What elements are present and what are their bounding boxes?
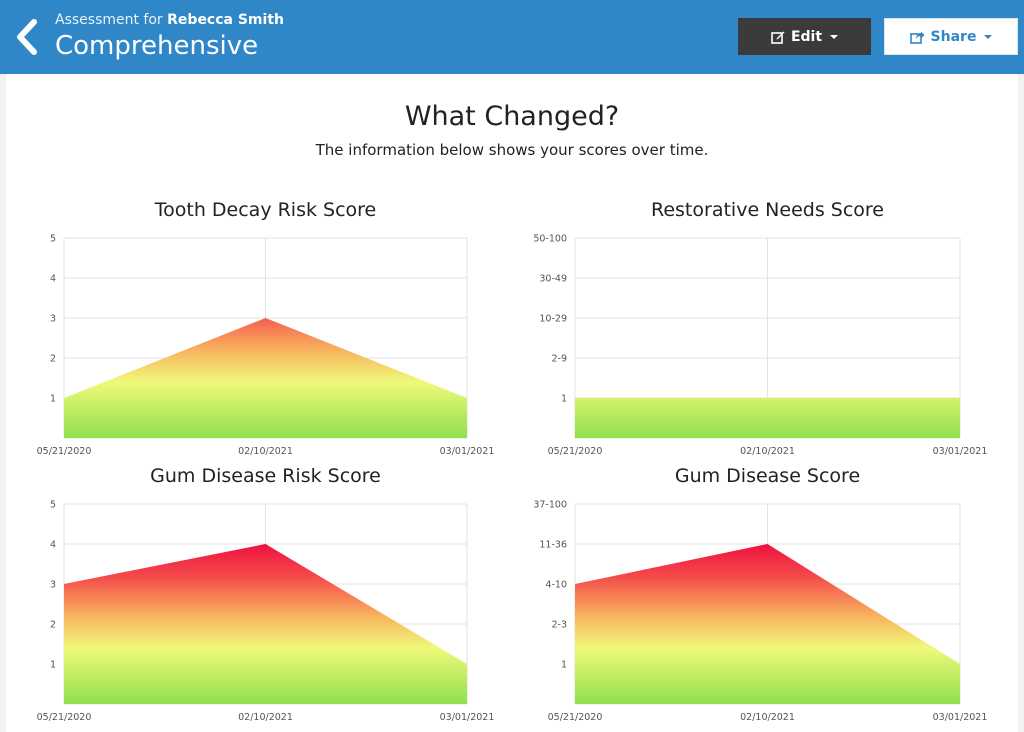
what-changed-heading: What Changed? xyxy=(404,101,620,132)
x-tick-label: 03/01/2021 xyxy=(933,712,988,723)
page-title: Comprehensive xyxy=(55,31,259,61)
x-tick-label: 03/01/2021 xyxy=(440,712,495,723)
back-button[interactable] xyxy=(12,16,42,58)
edit-label: Edit xyxy=(790,28,823,45)
y-tick-label: 1 xyxy=(50,394,56,405)
patient-name: Rebecca Smith xyxy=(167,12,284,28)
y-tick-label: 2 xyxy=(50,354,56,365)
y-tick-label: 3 xyxy=(50,580,56,591)
x-tick-label: 02/10/2021 xyxy=(740,446,795,457)
x-tick-label: 05/21/2020 xyxy=(548,712,603,723)
chart-gum-disease-risk: 1 2 3 4 5 05/21/2020 02/10/2021 03/01/2021 xyxy=(37,500,495,724)
left-gutter xyxy=(0,74,6,732)
caret-down-icon xyxy=(830,34,839,39)
area-series xyxy=(575,398,960,438)
y-tick-label: 5 xyxy=(50,500,56,511)
y-tick-label: 1 xyxy=(50,660,56,671)
y-tick-label: 30-49 xyxy=(539,274,567,285)
subtitle-prefix: Assessment for xyxy=(55,12,163,28)
edit-icon xyxy=(771,31,785,44)
y-tick-label: 4-10 xyxy=(545,580,567,591)
x-tick-label: 03/01/2021 xyxy=(933,446,988,457)
chart-title-tooth-decay: Tooth Decay Risk Score xyxy=(154,199,377,221)
y-tick-label: 2-9 xyxy=(551,354,567,365)
x-tick-label: 05/21/2020 xyxy=(37,712,92,723)
chart-gum-disease: 1 2-3 4-10 11-36 37-100 05/21/2020 02/10/2021 0… xyxy=(533,500,988,724)
area-series xyxy=(64,544,467,704)
y-tick-label: 4 xyxy=(50,274,56,285)
chart-tooth-decay-risk: 1 2 3 4 5 05/21/2020 02/10/2021 03/01/2021 xyxy=(37,234,495,458)
y-tick-label: 5 xyxy=(50,234,56,245)
chart-title-restorative-needs: Restorative Needs Score xyxy=(651,199,884,221)
share-label: Share xyxy=(930,28,977,45)
chart-title-gum-disease-risk: Gum Disease Risk Score xyxy=(150,465,381,487)
right-gutter xyxy=(1018,74,1024,732)
y-tick-label: 1 xyxy=(561,394,567,405)
x-tick-label: 05/21/2020 xyxy=(37,446,92,457)
chart-title-gum-disease: Gum Disease Score xyxy=(674,465,861,487)
y-tick-label: 4 xyxy=(50,540,56,551)
x-tick-label: 02/10/2021 xyxy=(740,712,795,723)
y-tick-label: 1 xyxy=(561,660,567,671)
app-header: Assessment for Rebecca Smith Comprehensi… xyxy=(0,0,1024,74)
x-tick-label: 02/10/2021 xyxy=(238,712,293,723)
share-icon xyxy=(909,31,925,44)
y-tick-label: 2-3 xyxy=(551,620,567,631)
y-tick-label: 10-29 xyxy=(539,314,567,325)
y-tick-label: 2 xyxy=(50,620,56,631)
chevron-left-icon xyxy=(17,19,37,55)
y-tick-label: 50-100 xyxy=(533,234,567,245)
caret-down-icon xyxy=(984,34,993,39)
x-tick-label: 05/21/2020 xyxy=(548,446,603,457)
y-tick-label: 37-100 xyxy=(533,500,567,511)
share-dropdown-button[interactable]: Share xyxy=(884,18,1018,55)
chart-restorative-needs: 1 2-9 10-29 30-49 50-100 05/21/2020 02/10/2021… xyxy=(533,234,988,458)
y-tick-label: 3 xyxy=(50,314,56,325)
y-tick-label: 11-36 xyxy=(539,540,567,551)
area-series xyxy=(64,318,467,438)
what-changed-description: The information below shows your scores … xyxy=(315,141,709,159)
edit-dropdown-button[interactable]: Edit xyxy=(738,18,871,55)
x-tick-label: 02/10/2021 xyxy=(238,446,293,457)
assessment-subtitle: Assessment for Rebecca Smith xyxy=(55,11,284,29)
header-titles: Assessment for Rebecca Smith Comprehensi… xyxy=(55,11,284,62)
x-tick-label: 03/01/2021 xyxy=(440,446,495,457)
area-series xyxy=(575,544,960,704)
